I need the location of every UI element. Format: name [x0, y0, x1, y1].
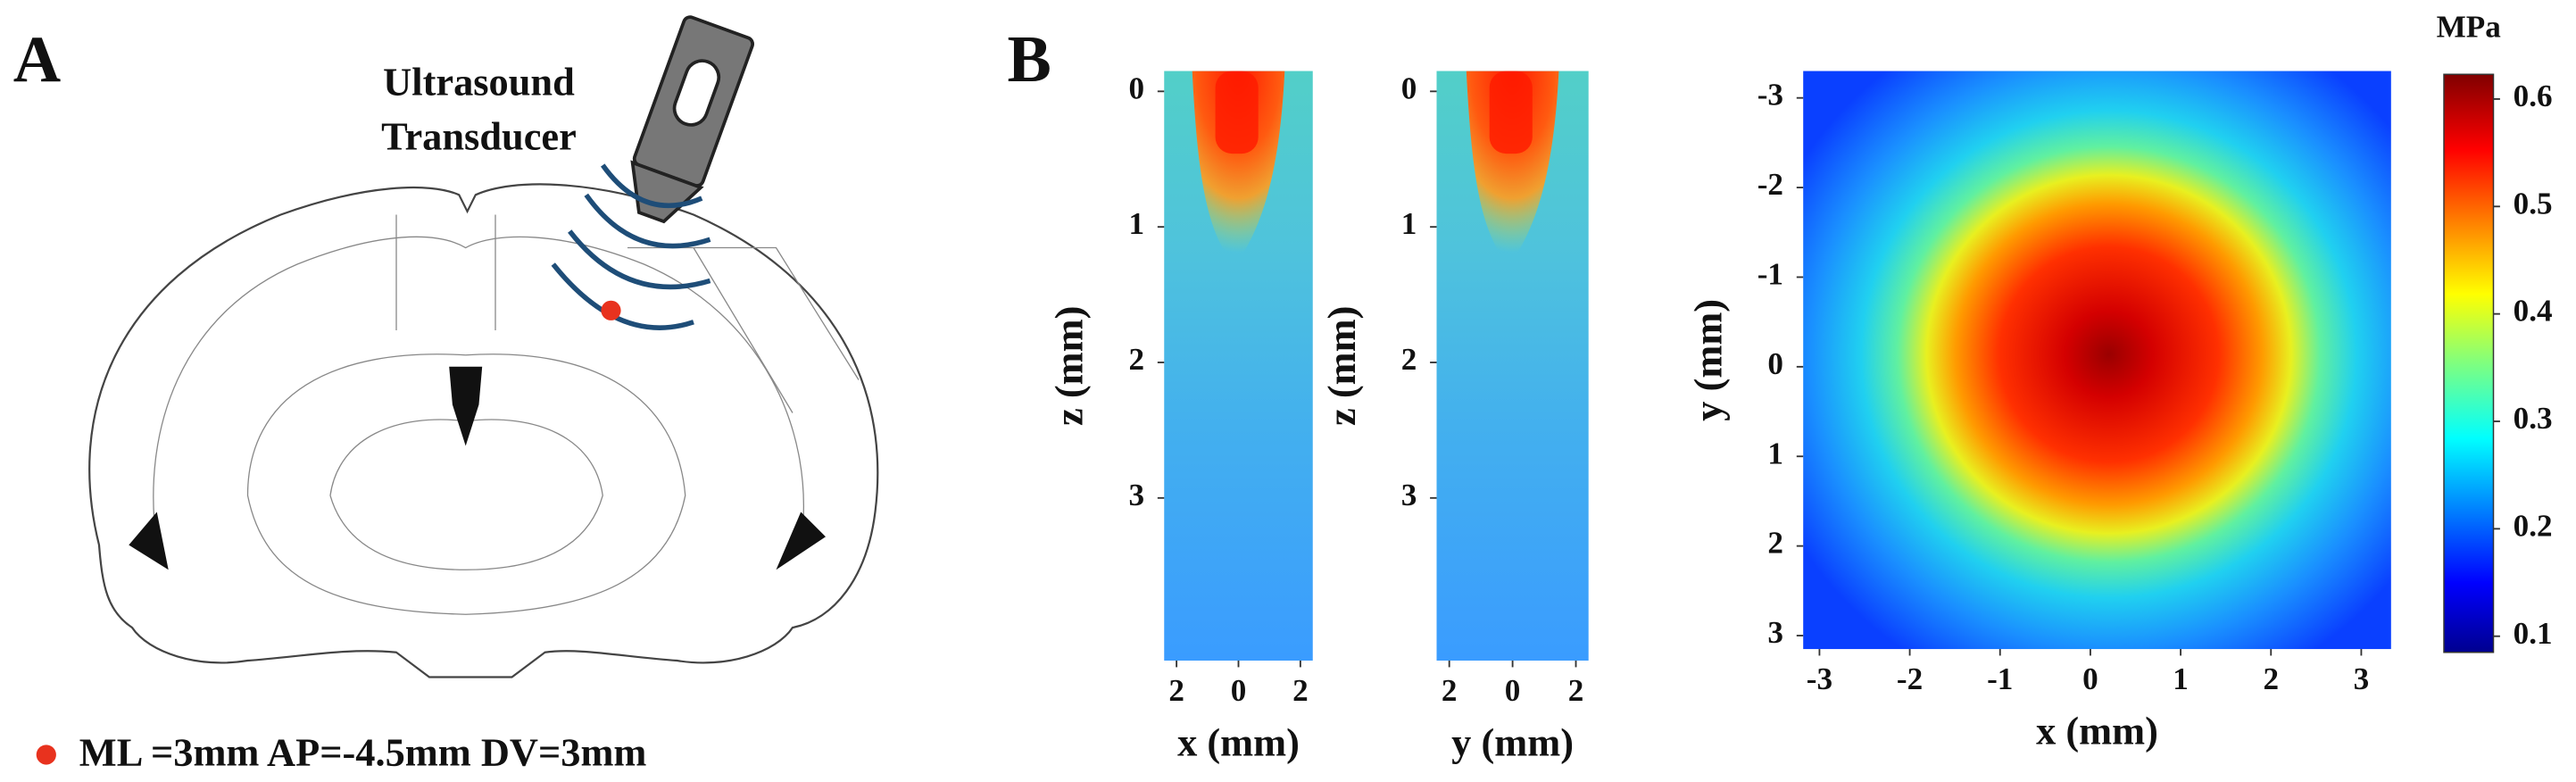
colorbar	[2443, 73, 2495, 653]
y-tick-label: 3	[1401, 478, 1417, 512]
y-tick-label: -1	[1757, 257, 1783, 292]
colorbar-tick-label: 0.2	[2514, 508, 2553, 543]
y-tick-label: 2	[1128, 342, 1144, 377]
x-tick-label: 2	[1292, 673, 1309, 708]
y-axis-label: y (mm)	[1686, 299, 1731, 421]
y-tick-label: 1	[1767, 436, 1783, 470]
y-tick-label: 2	[1401, 342, 1417, 377]
transducer-label: Ultrasound	[383, 59, 575, 104]
y-tick-label: 0	[1767, 346, 1783, 381]
panel-label: B	[1008, 23, 1051, 96]
x-axis-label: y (mm)	[1451, 720, 1574, 764]
colorbar-tick-label: 0.1	[2514, 616, 2553, 651]
y-axis-label: z (mm)	[1047, 306, 1092, 426]
y-tick-label: 0	[1401, 71, 1417, 105]
x-tick-label: -2	[1897, 661, 1923, 696]
heatmap-core	[1215, 71, 1259, 154]
brain-atlas	[88, 183, 879, 678]
y-axis-label: z (mm)	[1319, 306, 1364, 426]
x-tick-label: 3	[2354, 661, 2370, 696]
x-tick-label: 2	[2263, 661, 2279, 696]
y-tick-label: 1	[1401, 206, 1417, 241]
x-tick-label: 1	[2173, 661, 2189, 696]
y-tick-label: -3	[1757, 78, 1783, 112]
legend-marker	[36, 745, 56, 765]
colorbar-title: MPa	[2437, 9, 2502, 44]
y-tick-label: -2	[1757, 167, 1783, 202]
colorbar-tick-label: 0.5	[2514, 186, 2553, 220]
x-tick-label: -1	[1987, 661, 2013, 696]
y-tick-label: 2	[1767, 526, 1783, 561]
x-tick-label: 0	[1505, 673, 1521, 708]
coordinates: ML =3mm AP=-4.5mm DV=3mm	[79, 729, 647, 774]
plots: 2 0 2 0 1 2 3 x (mm) z (mm) 2 0 2 0 1 2 3 y (mm) z (mm) -3…	[1047, 9, 2553, 764]
panel-label: A	[13, 23, 61, 96]
x-tick-label: 2	[1442, 673, 1458, 708]
colorbar-tick-label: 0.4	[2514, 294, 2553, 329]
x-tick-label: 0	[2082, 661, 2098, 696]
y-tick-label: 3	[1767, 615, 1783, 650]
heatmap-core	[1489, 71, 1533, 154]
x-tick-label: -3	[1807, 661, 1832, 696]
transducer-label: Transducer	[381, 113, 577, 158]
colorbar-tick-label: 0.3	[2514, 401, 2553, 436]
x-tick-label: 2	[1568, 673, 1584, 708]
y-tick-label: 0	[1128, 71, 1144, 105]
y-tick-label: 1	[1128, 206, 1144, 241]
transducer	[551, 15, 754, 330]
x-axis-label: x (mm)	[1177, 720, 1300, 764]
x-tick-label: 0	[1231, 673, 1247, 708]
heatmap	[1803, 71, 2391, 650]
y-tick-label: 3	[1128, 478, 1144, 512]
x-axis-label: x (mm)	[2036, 708, 2158, 753]
x-tick-label: 2	[1168, 673, 1184, 708]
colorbar-tick-label: 0.6	[2514, 79, 2553, 113]
